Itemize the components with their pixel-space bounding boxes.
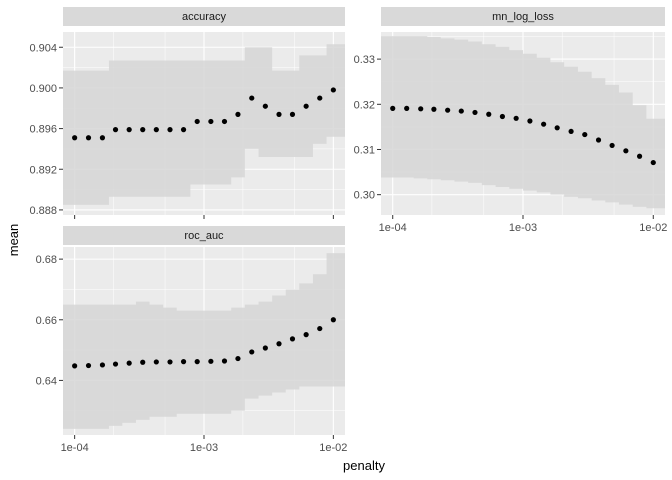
data-point <box>458 108 464 114</box>
x-tick-label: 1e-02 <box>639 222 667 234</box>
data-point <box>317 325 323 332</box>
facet-strip-label: accuracy <box>182 11 227 23</box>
data-point <box>582 131 588 138</box>
facet-strip <box>381 7 665 26</box>
y-tick-label: 0.896 <box>29 124 57 136</box>
y-tick-label: 0.68 <box>36 254 57 266</box>
data-point <box>262 345 268 351</box>
y-tick-label: 0.31 <box>354 144 375 156</box>
data-point <box>330 317 336 323</box>
data-point <box>153 127 159 133</box>
data-point <box>126 360 132 366</box>
data-point <box>167 359 173 365</box>
data-point <box>194 118 200 125</box>
confidence-ribbon <box>381 36 665 209</box>
data-point <box>609 142 615 149</box>
data-point <box>140 127 146 133</box>
y-tick-label: 0.66 <box>36 315 57 327</box>
confidence-ribbon <box>63 253 345 429</box>
facet-strip-label: mn_log_loss <box>492 11 554 23</box>
facet-strip <box>63 7 345 26</box>
data-point <box>595 137 602 143</box>
y-tick-label: 0.33 <box>354 54 375 66</box>
y-tick-label: 0.888 <box>29 205 57 217</box>
data-point <box>85 135 92 141</box>
data-point <box>140 359 146 365</box>
data-point <box>276 341 282 347</box>
data-point <box>513 115 519 121</box>
data-point <box>112 361 119 367</box>
x-tick-label: 1e-03 <box>190 442 218 454</box>
data-point <box>499 113 506 120</box>
data-point <box>472 109 478 116</box>
data-point <box>180 127 187 133</box>
data-point <box>541 121 547 127</box>
data-point <box>235 355 241 362</box>
data-point <box>85 362 92 369</box>
data-point <box>194 359 200 365</box>
data-point <box>317 95 323 101</box>
data-point <box>431 106 437 112</box>
y-tick-label: 0.904 <box>29 42 57 54</box>
data-point <box>235 111 241 117</box>
facet-strip <box>63 226 345 245</box>
data-point <box>486 111 492 117</box>
data-point <box>303 332 309 338</box>
data-point <box>72 135 78 141</box>
data-point <box>180 359 187 365</box>
data-point <box>390 105 396 111</box>
x-tick-label: 1e-04 <box>379 222 407 234</box>
data-point <box>568 128 574 135</box>
data-point <box>221 358 228 364</box>
x-tick-label: 1e-04 <box>61 442 89 454</box>
data-point <box>445 107 451 113</box>
facet-strip-label: roc_auc <box>184 230 224 242</box>
data-point <box>289 336 296 342</box>
confidence-ribbon <box>63 44 345 205</box>
data-point <box>167 127 173 133</box>
facet-panel-roc-auc: roc_auc 0.64 0.66 0.68 1e-04 1e-03 1e-02 <box>36 226 347 454</box>
data-point <box>650 159 656 166</box>
x-tick-label: 1e-03 <box>509 222 537 234</box>
facet-panel-mn-log-loss: mn_log_loss 0.30 0.31 0.32 0.33 1e-04 1e-03 1e-… <box>354 7 667 234</box>
data-point <box>99 362 106 368</box>
data-point <box>418 106 424 112</box>
data-point <box>126 127 132 133</box>
data-point <box>153 359 159 365</box>
data-point <box>636 153 643 159</box>
data-point <box>99 135 106 141</box>
data-point <box>303 103 309 109</box>
data-point <box>330 87 336 93</box>
x-axis-title: penalty <box>343 458 385 473</box>
data-point <box>554 125 560 131</box>
y-tick-label: 0.64 <box>36 375 57 387</box>
y-tick-label: 0.892 <box>29 164 57 176</box>
data-point <box>208 358 214 364</box>
data-point <box>276 111 282 117</box>
data-point <box>208 118 214 125</box>
data-point <box>221 118 228 125</box>
facet-panel-accuracy: accuracy 0.888 0.892 0.896 0.900 0.904 <box>29 7 345 219</box>
data-point <box>249 349 255 355</box>
y-tick-label: 0.900 <box>29 83 57 95</box>
data-point <box>112 127 119 133</box>
data-point <box>72 363 78 369</box>
data-point <box>262 103 268 109</box>
y-tick-label: 0.32 <box>354 99 375 111</box>
x-tick-label: 1e-02 <box>319 442 347 454</box>
y-axis-title: mean <box>6 224 21 257</box>
data-point <box>623 148 629 154</box>
data-point <box>289 111 296 117</box>
data-point <box>527 118 533 124</box>
data-point <box>404 105 410 111</box>
y-tick-label: 0.30 <box>354 190 375 202</box>
data-point <box>249 95 255 101</box>
